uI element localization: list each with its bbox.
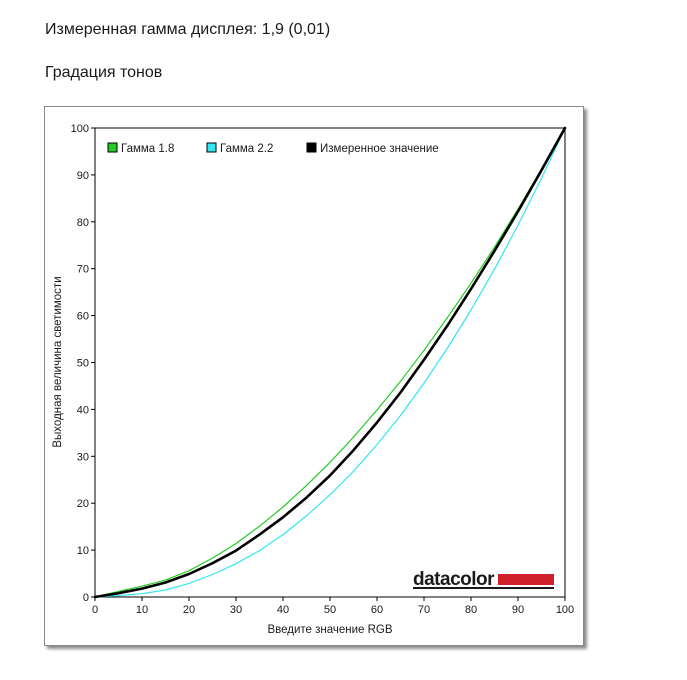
x-axis-label: Введите значение RGB xyxy=(267,624,392,636)
axes: 0 10 20 30 40 50 60 70 80 90 100 0 10 20 30 40 50 60 70 80 9… xyxy=(71,123,575,616)
plot-area-border xyxy=(94,127,566,598)
legend-swatch-1 xyxy=(206,142,217,153)
datacolor-logo-underline xyxy=(413,587,554,589)
x-tick-label: 0 xyxy=(92,604,98,616)
y-tick-label: 10 xyxy=(77,545,89,557)
series-line-0 xyxy=(94,127,566,598)
measured-gamma-heading: Измеренная гамма дисплея: 1,9 (0,01) xyxy=(45,21,331,38)
datacolor-logo: datacolor xyxy=(413,569,554,590)
legend-label-1: Гамма 2.2 xyxy=(220,143,273,155)
x-tick-label: 20 xyxy=(183,604,195,616)
legend-label-2: Измеренное значение xyxy=(320,143,439,155)
series-lines xyxy=(93,126,567,599)
y-tick-label: 20 xyxy=(77,498,89,510)
chart-frame: 0 10 20 30 40 50 60 70 80 90 100 0 10 20 30 40 50 60 70 80 9… xyxy=(44,106,584,646)
y-tick-label: 40 xyxy=(77,404,89,416)
legend-swatch-2 xyxy=(306,142,317,153)
y-tick-label: 0 xyxy=(83,592,89,604)
x-tick-label: 90 xyxy=(512,604,524,616)
y-tick-label: 100 xyxy=(71,123,89,135)
datacolor-logo-text: datacolor xyxy=(413,569,495,590)
x-tick-label: 30 xyxy=(230,604,242,616)
x-tick-label: 60 xyxy=(371,604,383,616)
tone-response-chart: 0 10 20 30 40 50 60 70 80 90 100 0 10 20 30 40 50 60 70 80 9… xyxy=(52,123,575,636)
y-tick-label: 60 xyxy=(77,311,89,323)
series-line-1 xyxy=(94,127,566,598)
x-tick-label: 10 xyxy=(136,604,148,616)
y-tick-label: 90 xyxy=(77,170,89,182)
legend-label-0: Гамма 1.8 xyxy=(121,143,174,155)
y-tick-label: 80 xyxy=(77,217,89,229)
y-tick-label: 30 xyxy=(77,451,89,463)
tone-gradation-heading: Градация тонов xyxy=(45,64,163,81)
series-line-2 xyxy=(93,126,567,599)
y-tick-label: 70 xyxy=(77,264,89,276)
x-tick-label: 70 xyxy=(418,604,430,616)
x-tick-label: 50 xyxy=(324,604,336,616)
legend-swatch-0 xyxy=(107,142,118,153)
legend: Гамма 1.8 Гамма 2.2 Измеренное значение xyxy=(107,142,439,155)
y-tick-label: 50 xyxy=(77,358,89,370)
y-axis-label: Выходная величина светимости xyxy=(52,276,64,447)
x-tick-label: 100 xyxy=(556,604,574,616)
x-tick-label: 80 xyxy=(465,604,477,616)
x-tick-label: 40 xyxy=(277,604,289,616)
datacolor-logo-bar xyxy=(498,574,554,585)
